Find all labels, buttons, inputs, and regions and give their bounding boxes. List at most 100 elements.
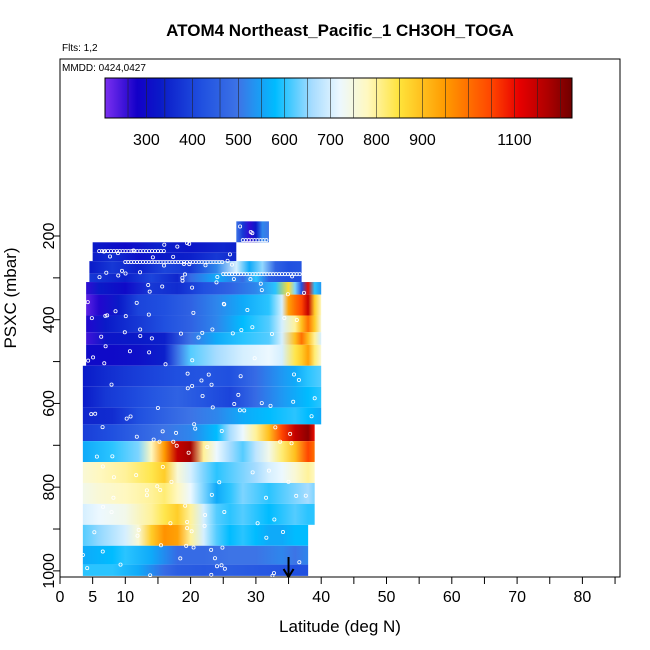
sample-point	[93, 411, 98, 416]
sample-point	[191, 545, 196, 550]
sample-point	[144, 488, 149, 493]
y-tick-label: 600	[41, 390, 58, 417]
sample-point	[118, 562, 123, 567]
heatmap-band	[92, 252, 237, 262]
sample-point	[222, 509, 227, 514]
sample-point	[271, 571, 276, 576]
sample-point	[259, 288, 264, 293]
heatmap	[80, 221, 322, 577]
heatmap-band	[82, 441, 315, 463]
sample-point	[150, 255, 155, 260]
sample-point	[214, 280, 219, 285]
sample-point	[288, 431, 293, 436]
sample-point	[273, 425, 278, 430]
sample-point	[160, 284, 165, 289]
sample-point	[116, 273, 121, 278]
colorbar-tick-label: 600	[271, 132, 298, 149]
sample-point	[238, 224, 243, 229]
sample-point	[111, 475, 116, 480]
plot-frame	[59, 58, 621, 578]
sample-point	[250, 325, 255, 330]
sample-point	[259, 401, 264, 406]
sample-point	[147, 289, 152, 294]
sample-point	[245, 308, 250, 313]
sample-point	[91, 355, 96, 360]
sample-point	[174, 443, 179, 448]
sample-point	[92, 530, 97, 535]
sample-point	[309, 414, 314, 419]
sample-point	[103, 313, 108, 318]
sample-point	[157, 439, 162, 444]
x-tick-label: 50	[378, 589, 396, 606]
x-tick-label: 60	[443, 589, 461, 606]
sample-point	[102, 361, 107, 366]
sample-point	[169, 479, 174, 484]
sample-point	[294, 493, 299, 498]
sample-point	[220, 545, 225, 550]
sample-point	[296, 377, 301, 382]
sample-point	[264, 535, 269, 540]
sample-point	[248, 277, 253, 282]
sample-point	[297, 560, 302, 565]
colorbar: 300 400 500 600 700 800 900 1100	[104, 77, 573, 149]
sample-point	[123, 271, 128, 276]
colorbar-tick-label: 700	[317, 132, 344, 149]
x-axis-label: Latitude (deg N)	[279, 617, 401, 636]
sample-point	[186, 450, 191, 455]
sample-point	[175, 244, 180, 249]
sample-point	[248, 229, 253, 234]
sample-point	[203, 512, 208, 517]
sample-point	[110, 454, 115, 459]
sample-point	[252, 356, 257, 361]
track-point	[264, 238, 269, 243]
sample-point	[147, 350, 152, 355]
sample-point	[155, 405, 160, 410]
sample-point	[107, 254, 112, 259]
sample-point	[178, 556, 183, 561]
colorbar-tick-label: 1100	[497, 132, 532, 149]
sample-point	[280, 530, 285, 535]
sample-point	[185, 526, 190, 531]
sample-point	[215, 564, 220, 569]
colorbar-tick-label: 800	[363, 132, 390, 149]
x-tick-label: 5	[88, 589, 97, 606]
sample-point	[286, 479, 291, 484]
sample-point	[168, 521, 173, 526]
track-point	[161, 249, 166, 254]
sample-point	[100, 464, 105, 469]
sample-point	[100, 549, 105, 554]
sample-point	[119, 268, 124, 273]
sample-point	[134, 473, 139, 478]
sample-point	[171, 439, 176, 444]
sample-point	[210, 405, 215, 410]
sample-point	[163, 362, 168, 367]
sample-point	[237, 408, 242, 413]
sample-point	[264, 495, 269, 500]
heatmap-band	[82, 462, 315, 483]
sample-point	[122, 330, 127, 335]
heatmap-band	[86, 332, 322, 345]
x-tick-label: 20	[182, 589, 200, 606]
marker-arrow-head	[282, 568, 295, 579]
sample-point	[193, 426, 198, 431]
sample-point	[123, 314, 128, 319]
colorbar-tick-label: 900	[409, 132, 436, 149]
heatmap-band	[86, 282, 322, 295]
heatmap-band	[86, 344, 322, 366]
sample-point	[303, 493, 308, 498]
y-tick-label: 200	[41, 223, 58, 250]
sample-point	[212, 556, 217, 561]
heatmap-band	[82, 564, 309, 576]
sample-point	[230, 331, 235, 336]
axes: 0 5 10 20 30 40 50 60 70 80 200 400 600 800 1000	[41, 223, 616, 606]
sample-point	[109, 382, 114, 387]
sample-point	[209, 382, 214, 387]
sample-point	[192, 422, 197, 427]
date-annotation: MMDD: 0424,0427	[62, 63, 146, 74]
sample-point	[258, 281, 263, 286]
sample-point	[160, 429, 165, 434]
sample-point	[189, 529, 194, 534]
sample-point	[227, 252, 232, 257]
sample-point	[80, 552, 85, 557]
